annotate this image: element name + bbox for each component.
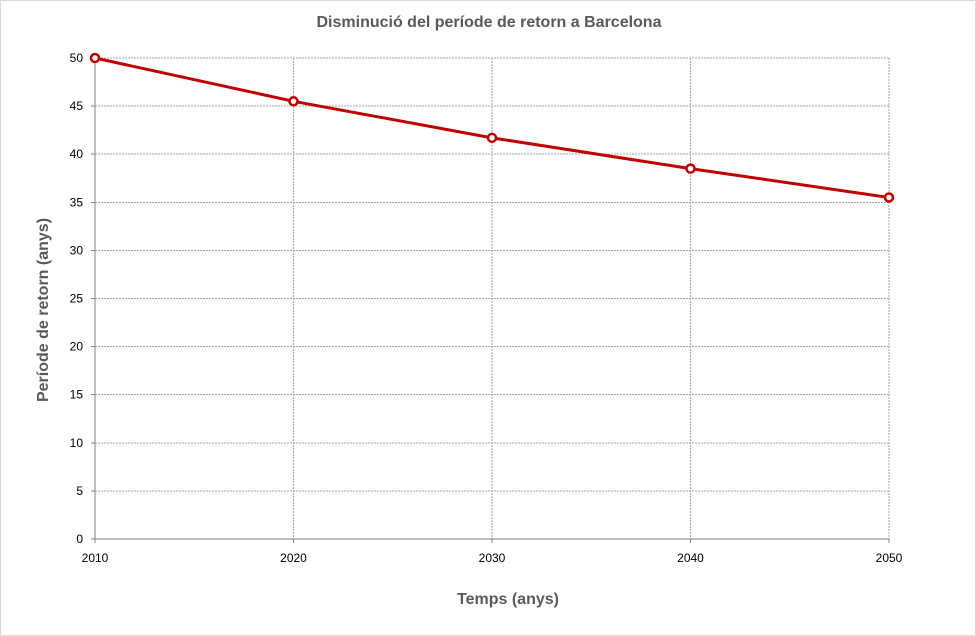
x-tick-label: 2050 xyxy=(876,551,903,565)
y-tick-label: 20 xyxy=(70,340,84,354)
x-tick-labels: 2010 2020 2030 2040 2050 xyxy=(82,551,903,565)
x-tick-label: 2010 xyxy=(82,551,109,565)
x-tick-label: 2030 xyxy=(479,551,506,565)
data-point xyxy=(685,163,696,174)
y-tick-label: 10 xyxy=(70,436,84,450)
y-tick-label: 40 xyxy=(70,147,84,161)
x-tick-label: 2040 xyxy=(677,551,704,565)
y-tick-label: 0 xyxy=(76,532,83,546)
x-tick-label: 2020 xyxy=(280,551,307,565)
y-tick-label: 30 xyxy=(70,243,84,257)
data-point xyxy=(486,132,498,144)
y-tick-labels: 0 5 10 15 20 25 30 35 40 45 50 xyxy=(70,51,84,546)
data-point xyxy=(288,96,299,107)
data-point xyxy=(89,52,101,64)
data-point xyxy=(883,192,895,203)
y-tick-label: 45 xyxy=(70,99,84,113)
y-tick-label: 5 xyxy=(76,484,83,498)
x-axis-title: Temps (anys) xyxy=(457,591,559,608)
y-tick-label: 35 xyxy=(70,195,84,209)
gridlines xyxy=(95,57,890,539)
series-group xyxy=(89,52,895,203)
y-tick-label: 25 xyxy=(70,292,84,306)
axes xyxy=(91,57,890,543)
y-tick-label: 50 xyxy=(70,51,84,65)
chart-title: Disminució del període de retorn a Barce… xyxy=(317,14,662,31)
y-tick-label: 15 xyxy=(70,388,84,402)
y-axis-title: Període de retorn (anys) xyxy=(35,218,52,402)
